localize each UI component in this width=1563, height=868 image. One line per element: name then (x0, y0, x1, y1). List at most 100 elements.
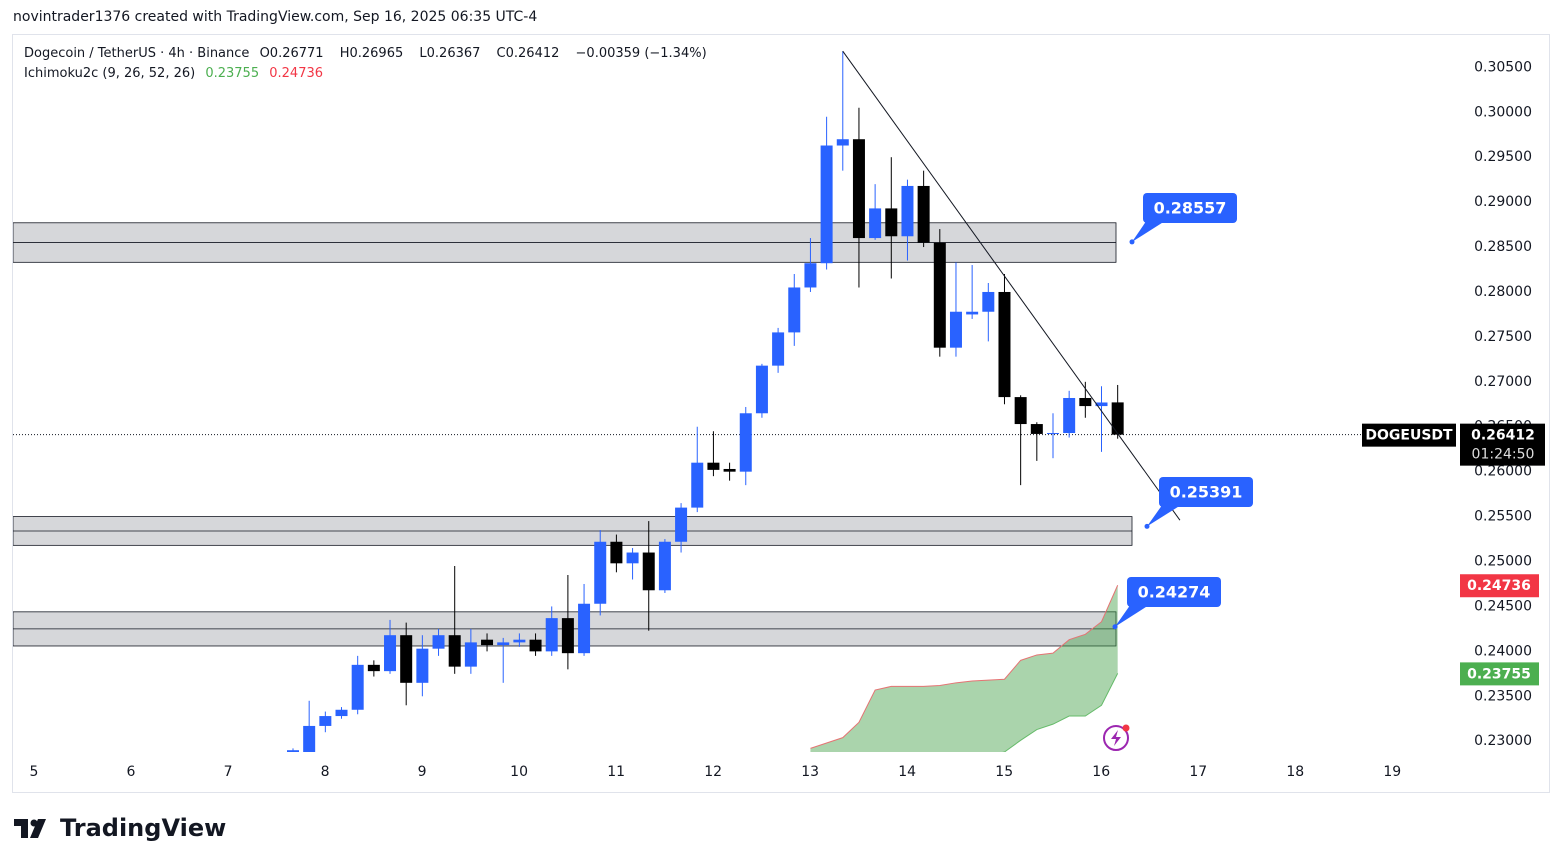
candle-body (966, 311, 979, 315)
y-tick-label: 0.23500 (1474, 688, 1532, 704)
y-tick-label: 0.23000 (1474, 733, 1532, 749)
candle-body (642, 552, 655, 591)
cloud-fill (810, 585, 1118, 752)
callout-box (1143, 193, 1237, 223)
candle-body (885, 208, 898, 237)
candle-body (303, 725, 316, 752)
candle-body (675, 507, 688, 542)
candle-body (1046, 433, 1059, 435)
callout-pointer (1147, 501, 1181, 527)
lead1-line (1002, 673, 1119, 752)
candle-body (658, 541, 671, 591)
y-tick-label: 0.30500 (1474, 59, 1532, 75)
y-tick-label: 0.27500 (1474, 329, 1532, 345)
candle-body (1014, 397, 1027, 425)
x-tick-label: 13 (801, 764, 819, 780)
candle-body (1079, 397, 1092, 407)
lead2-badge (1460, 574, 1539, 598)
callout-box (1159, 477, 1253, 507)
candle-body (852, 139, 865, 239)
candle-body (901, 185, 914, 237)
callout-dot (1144, 523, 1150, 529)
value: 0.26771 (269, 46, 324, 61)
candle-body (432, 635, 445, 649)
callout-label: 0.24274 (1138, 583, 1211, 602)
lead2-line (810, 585, 1119, 749)
candle-body (869, 208, 882, 239)
x-tick-label: 9 (418, 764, 427, 780)
symbol: Dogecoin / TetherUS · 4h · Binance (24, 46, 250, 61)
candle-body (933, 242, 946, 348)
candle-body (367, 664, 380, 672)
candle-body (594, 541, 607, 604)
candle-body (788, 287, 801, 333)
lead2-value: 0.24736 (269, 66, 324, 81)
candle-body (1095, 402, 1108, 407)
y-tick-label: 0.30000 (1474, 104, 1532, 120)
ticker-label: DOGEUSDT (1365, 428, 1453, 444)
x-tick-label: 12 (704, 764, 722, 780)
candle-body (351, 664, 364, 710)
x-tick-label: 7 (224, 764, 233, 780)
x-tick-label: 6 (127, 764, 136, 780)
candle-body (400, 635, 413, 683)
candle-body (820, 145, 833, 264)
callout-pointer (1132, 217, 1165, 242)
candle-body (335, 709, 348, 717)
indicator-legend: Ichimoku2c (9, 26, 52, 26) 0.23755 0.247… (24, 66, 329, 81)
x-tick-label: 15 (995, 764, 1013, 780)
frame (12, 34, 1550, 793)
ohlc-close: C0.26412 (496, 46, 560, 61)
y-tick-label: 0.24500 (1474, 598, 1532, 614)
candle-body (949, 311, 962, 348)
candle-body (1111, 402, 1124, 435)
candle-body (691, 462, 704, 508)
x-tick-label: 14 (898, 764, 916, 780)
price-badge (1460, 423, 1545, 466)
indicator: Ichimoku2c (9, 26, 52, 26) (24, 66, 196, 81)
x-tick-label: 16 (1092, 764, 1110, 780)
candle-body (1030, 424, 1043, 434)
candle-body (448, 635, 461, 667)
value: 0.26412 (505, 46, 560, 61)
y-tick-label: 0.28500 (1474, 239, 1532, 255)
x-tick-label: 8 (321, 764, 330, 780)
lead1-value: 0.23755 (205, 66, 260, 81)
y-tick-label: 0.24000 (1474, 643, 1532, 659)
lead2-badge-label: 0.24736 (1467, 578, 1531, 594)
x-tick-label: 10 (510, 764, 528, 780)
countdown-label: 01:24:50 (1472, 447, 1535, 463)
candle-body (481, 639, 494, 646)
candle-body (578, 603, 591, 654)
callout-box (1127, 577, 1221, 607)
candle-body (384, 635, 397, 672)
alert-icon (1103, 724, 1130, 751)
candle-body (917, 185, 930, 243)
candle-body (626, 552, 639, 564)
candle-body (723, 468, 736, 472)
ohlc-low: L0.26367 (419, 46, 481, 61)
legend: Dogecoin / TetherUS · 4h · Binance O0.26… (24, 46, 713, 61)
ohlc-open: O0.26771 (259, 46, 324, 61)
candle-body (529, 639, 542, 652)
candle-body (1063, 397, 1076, 434)
candle-body (464, 642, 477, 667)
y-tick-label: 0.26000 (1474, 464, 1532, 480)
value: 0.26965 (349, 46, 404, 61)
value: 0.26367 (426, 46, 481, 61)
candle-body (319, 716, 332, 726)
y-tick-label: 0.29500 (1474, 149, 1532, 165)
candle-body (513, 639, 526, 643)
callout-dot (1129, 239, 1135, 245)
price-label: 0.26412 (1471, 428, 1535, 444)
ticker-badge (1362, 423, 1456, 447)
callout-label: 0.25391 (1170, 483, 1243, 502)
candle-body (804, 263, 817, 288)
candle-body (497, 642, 510, 646)
lead1-badge-label: 0.23755 (1467, 666, 1531, 682)
candle-body (416, 648, 429, 683)
callout-label: 0.28557 (1154, 199, 1227, 218)
header: novintrader1376 created with TradingView… (13, 9, 538, 25)
x-tick-label: 11 (607, 764, 625, 780)
ohlc-high: H0.26965 (339, 46, 404, 61)
